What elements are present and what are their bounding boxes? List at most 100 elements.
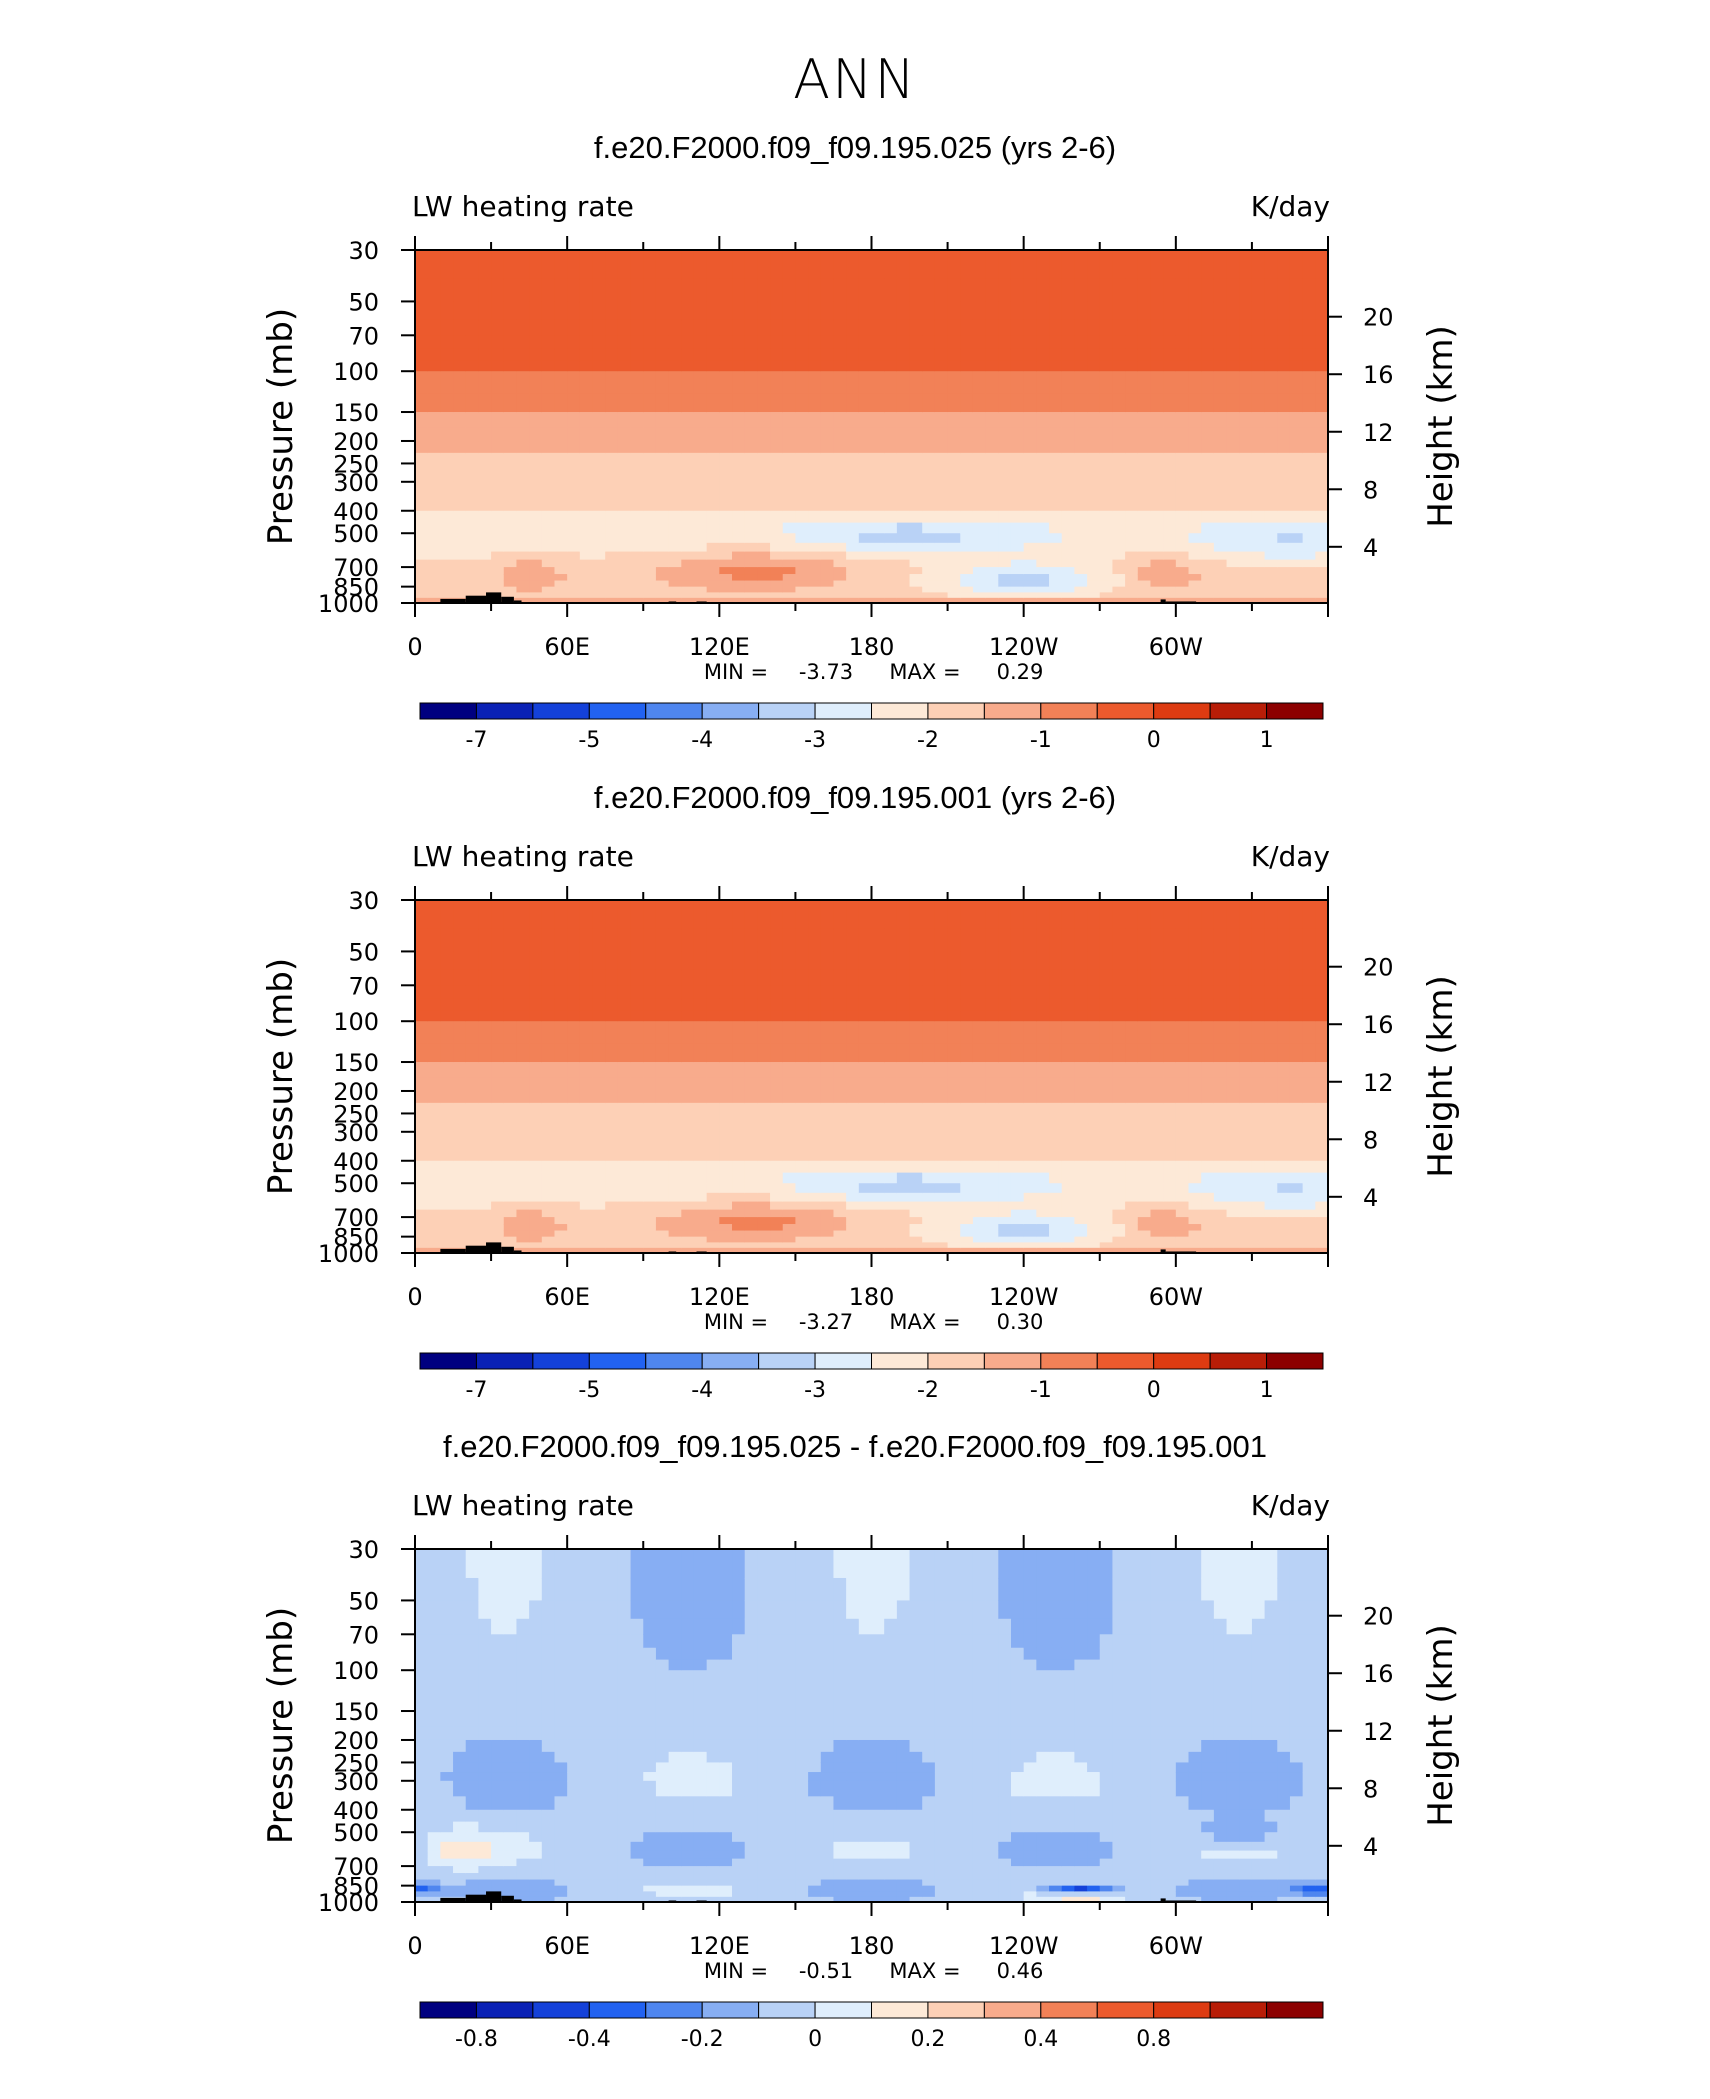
field-cell [580,1752,593,1763]
field-cell [428,497,441,511]
field-cell [593,567,606,575]
field-cell [872,1078,885,1092]
field-cell [478,349,491,361]
field-cell [567,1011,580,1022]
field-cell [554,592,567,598]
field-cell [1239,587,1252,593]
field-cell [922,511,935,523]
field-cell [567,1693,580,1712]
field-cell [618,1891,631,1897]
field-cell [960,999,973,1011]
field-cell [948,1021,961,1044]
field-cell [580,1021,593,1044]
field-cell [643,412,656,428]
field-cell [1252,1113,1265,1123]
field-cell [694,581,707,588]
field-cell [1125,1183,1138,1193]
field-cell [1265,1123,1278,1132]
field-cell [783,453,796,464]
field-cell [1125,394,1138,413]
field-cell [593,1670,606,1693]
field-cell [516,1113,529,1123]
field-cell [1112,951,1125,970]
field-cell [1024,361,1037,372]
y-axis-title: Pressure (mb) [261,958,301,1195]
field-cell [1239,1103,1252,1114]
field-cell [1024,279,1037,302]
field-cell [1265,1202,1278,1211]
field-cell [910,567,923,575]
field-cell [605,1123,618,1132]
field-cell [478,1103,491,1114]
field-cell [554,1202,567,1211]
field-cell [1112,970,1125,986]
field-cell [1011,349,1024,361]
field-cell [1049,279,1062,302]
field-cell [1201,1173,1214,1184]
field-cell [986,951,999,970]
field-cell [998,511,1011,523]
field-cell [783,929,796,952]
field-cell [960,1231,973,1238]
field-cell [833,1123,846,1132]
field-cell [1252,394,1265,413]
field-cell [1176,951,1189,970]
field-cell [1214,543,1227,552]
field-cell [491,511,504,523]
field-cell [1239,543,1252,552]
field-cell [833,970,846,986]
field-cell [833,1078,846,1092]
field-cell [707,999,720,1011]
field-cell [1214,1217,1227,1225]
field-cell [732,900,745,930]
field-cell [1011,1078,1024,1092]
field-cell [1163,482,1176,498]
field-cell [935,581,948,588]
field-cell [466,1762,479,1772]
field-cell [1303,951,1316,970]
field-cell [593,1648,606,1660]
field-cell [554,1891,567,1897]
field-cell [948,1210,961,1218]
field-cell [466,581,479,588]
field-cell [1125,335,1138,349]
y-tick-label: 30 [348,237,379,265]
field-cell [1112,1202,1125,1211]
field-cell [1303,1231,1316,1238]
field-cell [821,1217,834,1225]
field-cell [491,497,504,511]
field-cell [1100,279,1113,302]
colorbar-swatch [928,1353,984,1369]
field-cell [542,1648,555,1660]
field-cell [428,587,441,593]
field-cell [478,1161,491,1173]
field-cell [1024,301,1037,320]
field-cell [960,1161,973,1173]
field-cell [428,1103,441,1114]
field-cell [605,1011,618,1022]
field-cell [491,320,504,336]
field-cell [1112,250,1125,280]
field-cell [719,1210,732,1218]
field-cell [998,335,1011,349]
field-cell [656,1796,669,1810]
field-cell [478,279,491,302]
field-cell [1303,1078,1316,1092]
field-cell [516,1224,529,1231]
field-cell [846,951,859,970]
field-cell [795,560,808,568]
field-cell [593,1859,606,1867]
field-cell [1189,1193,1202,1202]
field-cell [440,1242,453,1248]
field-cell [1176,523,1189,534]
field-cell [910,1237,923,1243]
field-cell [1062,1132,1075,1148]
field-cell [542,1578,555,1601]
field-cell [529,1132,542,1148]
field-cell [1201,1132,1214,1148]
field-cell [516,951,529,970]
field-cell [415,1859,428,1867]
field-cell [1138,1044,1151,1063]
field-cell [922,1231,935,1238]
field-cell [707,1193,720,1202]
